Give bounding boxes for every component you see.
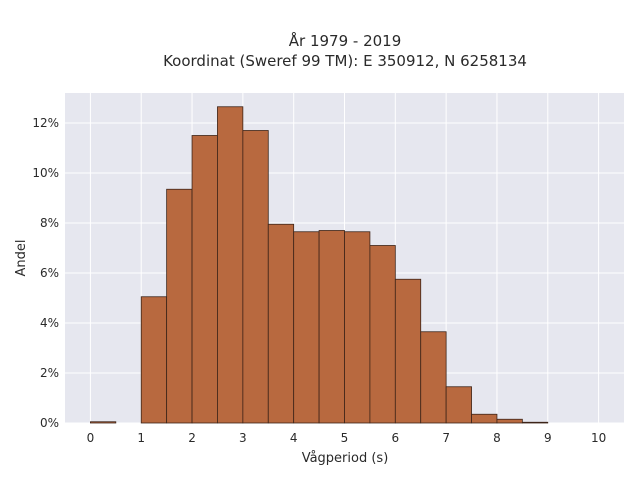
y-tick-label: 2%	[40, 366, 59, 380]
histogram-bar	[344, 231, 371, 424]
histogram-bar	[318, 230, 345, 424]
x-tick-label: 2	[188, 431, 196, 445]
histogram-bar	[191, 135, 218, 424]
y-tick-label: 10%	[32, 166, 59, 180]
histogram-bar	[293, 231, 320, 424]
y-tick-label: 4%	[40, 316, 59, 330]
y-axis-label: Andel	[14, 240, 29, 277]
y-axis-ticks: 0% 2% 4% 6% 8% 10% 12%	[32, 116, 59, 430]
y-tick-label: 0%	[40, 416, 59, 430]
x-tick-label: 10	[591, 431, 606, 445]
histogram-bar	[242, 130, 269, 424]
histogram-bar	[267, 223, 295, 424]
histogram-bar	[420, 331, 447, 424]
histogram-bar	[394, 278, 422, 424]
chart-title-line-2: Koordinat (Sweref 99 TM): E 350912, N 62…	[163, 52, 527, 70]
chart-title-line-1: År 1979 - 2019	[289, 31, 402, 50]
histogram-bar	[369, 245, 396, 424]
histogram-bar	[471, 413, 498, 424]
x-tick-label: 5	[341, 431, 349, 445]
x-tick-label: 0	[87, 431, 95, 445]
x-tick-label: 8	[493, 431, 501, 445]
x-tick-label: 4	[290, 431, 298, 445]
histogram-bar	[445, 386, 472, 424]
x-tick-label: 6	[391, 431, 399, 445]
histogram-bar	[166, 188, 193, 424]
histogram-bar	[496, 418, 523, 424]
histogram-bar	[90, 421, 117, 424]
x-axis-label: Vågperiod (s)	[302, 451, 389, 466]
y-tick-label: 12%	[32, 116, 59, 130]
histogram-bar	[521, 421, 549, 424]
histogram-bar	[217, 106, 244, 424]
x-tick-label: 1	[137, 431, 145, 445]
y-tick-label: 6%	[40, 266, 59, 280]
y-tick-label: 8%	[40, 216, 59, 230]
x-axis-ticks: 0 1 2 3 4 5 6 7 8 9 10	[87, 431, 607, 445]
histogram-bars	[90, 106, 549, 424]
histogram-bar	[140, 296, 168, 424]
x-tick-label: 3	[239, 431, 247, 445]
x-tick-label: 9	[544, 431, 552, 445]
x-tick-label: 7	[442, 431, 450, 445]
